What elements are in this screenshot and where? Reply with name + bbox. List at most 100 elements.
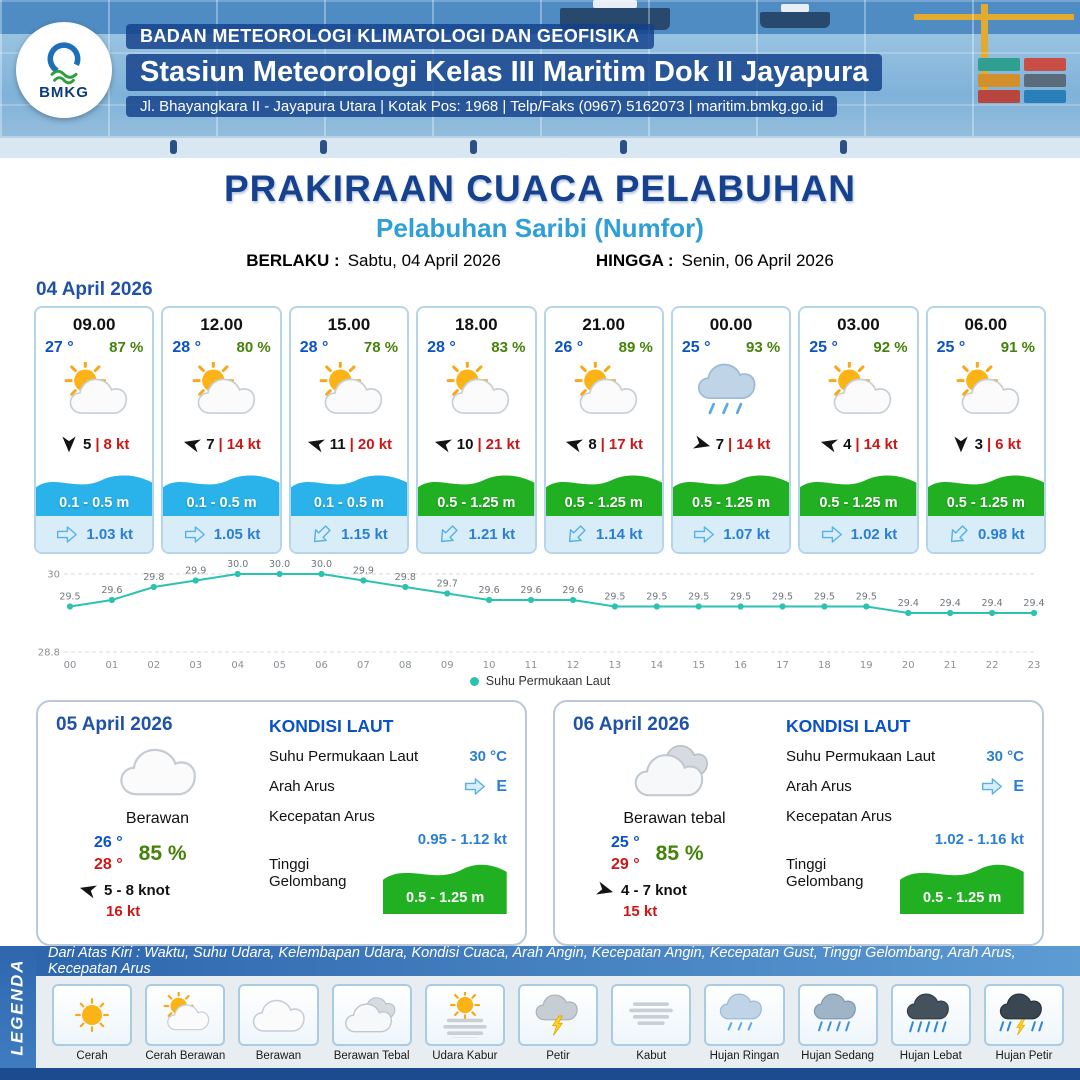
legend-title: LEGENDA: [8, 958, 27, 1056]
daily-date: 05 April 2026: [56, 714, 173, 735]
wind-speed: 7: [715, 435, 725, 453]
daily-humidity: 85 %: [655, 841, 704, 865]
legend-item: Cerah Berawan: [145, 984, 226, 1062]
container-illustration: [978, 74, 1020, 87]
forecast-time: 18.00: [455, 315, 498, 334]
wave-height-band: 0.1 - 0.5 m: [36, 470, 153, 516]
validity-row: BERLAKU : Sabtu, 04 April 2026 HINGGA : Se…: [0, 251, 1080, 271]
air-temperature: 25 °: [681, 339, 711, 356]
air-temperature: 28 °: [172, 339, 202, 356]
svg-text:29.9: 29.9: [353, 566, 374, 577]
current-speed: 1.15 kt: [341, 525, 388, 543]
wind-speed: 4: [843, 435, 852, 453]
legend-side-banner: LEGENDA: [0, 946, 36, 1068]
svg-text:30.0: 30.0: [269, 559, 290, 570]
svg-text:15: 15: [692, 660, 705, 671]
wave-height-band: 0.5 - 1.25 m: [927, 470, 1044, 516]
wind-speed: 10: [456, 435, 474, 453]
forecast-card: 03.00 25 ° 92 % 4 | 14 kt 0.5 - 1.25 m: [798, 306, 919, 554]
legend-label: Berawan Tebal: [333, 1050, 410, 1062]
container-illustration: [1024, 74, 1066, 87]
daily-weather-icon: [105, 738, 209, 809]
air-temperature: 25 °: [936, 339, 966, 356]
valid-from-label: BERLAKU :: [246, 251, 340, 270]
legend-weather-icon: [517, 984, 599, 1046]
person-illustration: [620, 140, 627, 154]
wave-height-band: 0.5 - 1.25 m: [800, 470, 917, 516]
station-address: Jl. Bhayangkara II - Jayapura Utara | Ko…: [126, 96, 838, 117]
wave-height-band: 0.5 - 1.25 m: [418, 470, 535, 516]
current-direction-icon: [183, 523, 206, 546]
agency-name: BADAN METEOROLOGI KLIMATOLOGI DAN GEOFIS…: [126, 24, 654, 49]
daily-condition: Berawan tebal: [623, 810, 726, 827]
gust-speed: 8 kt: [103, 435, 130, 453]
svg-text:29.6: 29.6: [562, 585, 583, 596]
legend-item: Kabut: [611, 984, 692, 1062]
svg-text:23: 23: [1028, 660, 1041, 671]
legend-label: Hujan Sedang: [801, 1050, 875, 1062]
separator: |: [600, 435, 605, 453]
forecast-card: 09.00 27 ° 87 % 5 | 8 kt 0.1 - 0.5 m: [34, 306, 155, 554]
person-illustration: [840, 140, 847, 154]
valid-from-value: Sabtu, 04 April 2026: [347, 251, 501, 270]
sst-value: 30 °C: [986, 748, 1024, 765]
legend-weather-icon: [424, 984, 505, 1046]
person-illustration: [320, 140, 327, 154]
forecast-card: 00.00 25 ° 93 % 7 | 14 kt 0.5 - 1.25 m: [670, 306, 792, 554]
legend-weather-icon: [983, 984, 1065, 1046]
current-direction-icon: [55, 523, 78, 546]
svg-text:29.4: 29.4: [1023, 598, 1044, 609]
wind-speed: 5: [82, 435, 92, 453]
svg-text:29.5: 29.5: [688, 592, 709, 603]
daily-forecast-card: 06 April 2026 Berawan tebal 25 ° 29 ° 85…: [553, 700, 1044, 946]
wind-direction-icon: [433, 434, 453, 454]
legend-weather-icon: [704, 984, 785, 1046]
legend-items: Cerah Cerah Berawan Berawan Berawan Teba…: [36, 976, 1080, 1068]
legend-label: Berawan: [255, 1050, 302, 1062]
weather-icon: [163, 357, 279, 429]
wave-height: 0.1 - 0.5 m: [186, 495, 257, 511]
daily-temp-max: 29 °: [611, 855, 640, 873]
daily-weather-icon: [622, 738, 726, 809]
current-speed: 1.05 kt: [213, 525, 261, 543]
daily-wave-height: 0.5 - 1.25 m: [923, 890, 1002, 906]
separator: |: [477, 435, 482, 453]
current-speed-label: Kecepatan Arus: [268, 808, 375, 825]
svg-text:29.5: 29.5: [730, 592, 751, 603]
wind-direction-icon: [59, 434, 79, 454]
legend-weather-icon: [611, 984, 692, 1046]
daily-condition: Berawan: [125, 810, 190, 827]
wind-speed: 8: [588, 435, 597, 453]
svg-text:29.8: 29.8: [143, 572, 164, 583]
wave-height-band: 0.5 - 1.25 m: [545, 470, 662, 516]
bmkg-logo-text: BMKG: [39, 83, 89, 101]
svg-text:29.4: 29.4: [940, 598, 961, 609]
svg-text:29.9: 29.9: [185, 566, 206, 577]
current-speed-value: 0.95 - 1.12 kt: [417, 831, 507, 848]
current-speed: 1.21 kt: [468, 525, 516, 543]
container-illustration: [978, 58, 1020, 71]
wave-height: 0.5 - 1.25 m: [819, 495, 898, 511]
gust-speed: 14 kt: [863, 435, 898, 453]
legend-label: Kabut: [636, 1050, 667, 1062]
legend-item: Cerah: [52, 984, 133, 1062]
current-direction-icon: [437, 523, 460, 546]
crane-illustration: [914, 14, 1074, 20]
humidity: 89 %: [618, 339, 653, 356]
forecast-time: 00.00: [709, 315, 753, 334]
daily-humidity: 85 %: [138, 841, 187, 865]
bmkg-logo: BMKG: [16, 22, 112, 118]
wave-height: 0.1 - 0.5 m: [59, 495, 130, 511]
daily-gust: 16 kt: [106, 903, 141, 921]
legend-weather-icon: [145, 984, 226, 1046]
forecast-card: 15.00 28 ° 78 % 11 | 20 kt 0.1 - 0.5 m: [288, 306, 410, 554]
person-illustration: [470, 140, 477, 154]
station-name: Stasiun Meteorologi Kelas III Maritim Do…: [126, 54, 883, 91]
current-speed: 1.02 kt: [850, 525, 898, 543]
legend-weather-icon: [890, 984, 971, 1046]
daily-wave-height: 0.5 - 1.25 m: [406, 890, 485, 906]
sea-conditions-title: KONDISI LAUT: [785, 716, 911, 736]
wave-height-label: Tinggi Gelombang: [785, 856, 864, 890]
forecast-time: 21.00: [582, 315, 625, 334]
wave-height: 0.5 - 1.25 m: [564, 495, 643, 511]
